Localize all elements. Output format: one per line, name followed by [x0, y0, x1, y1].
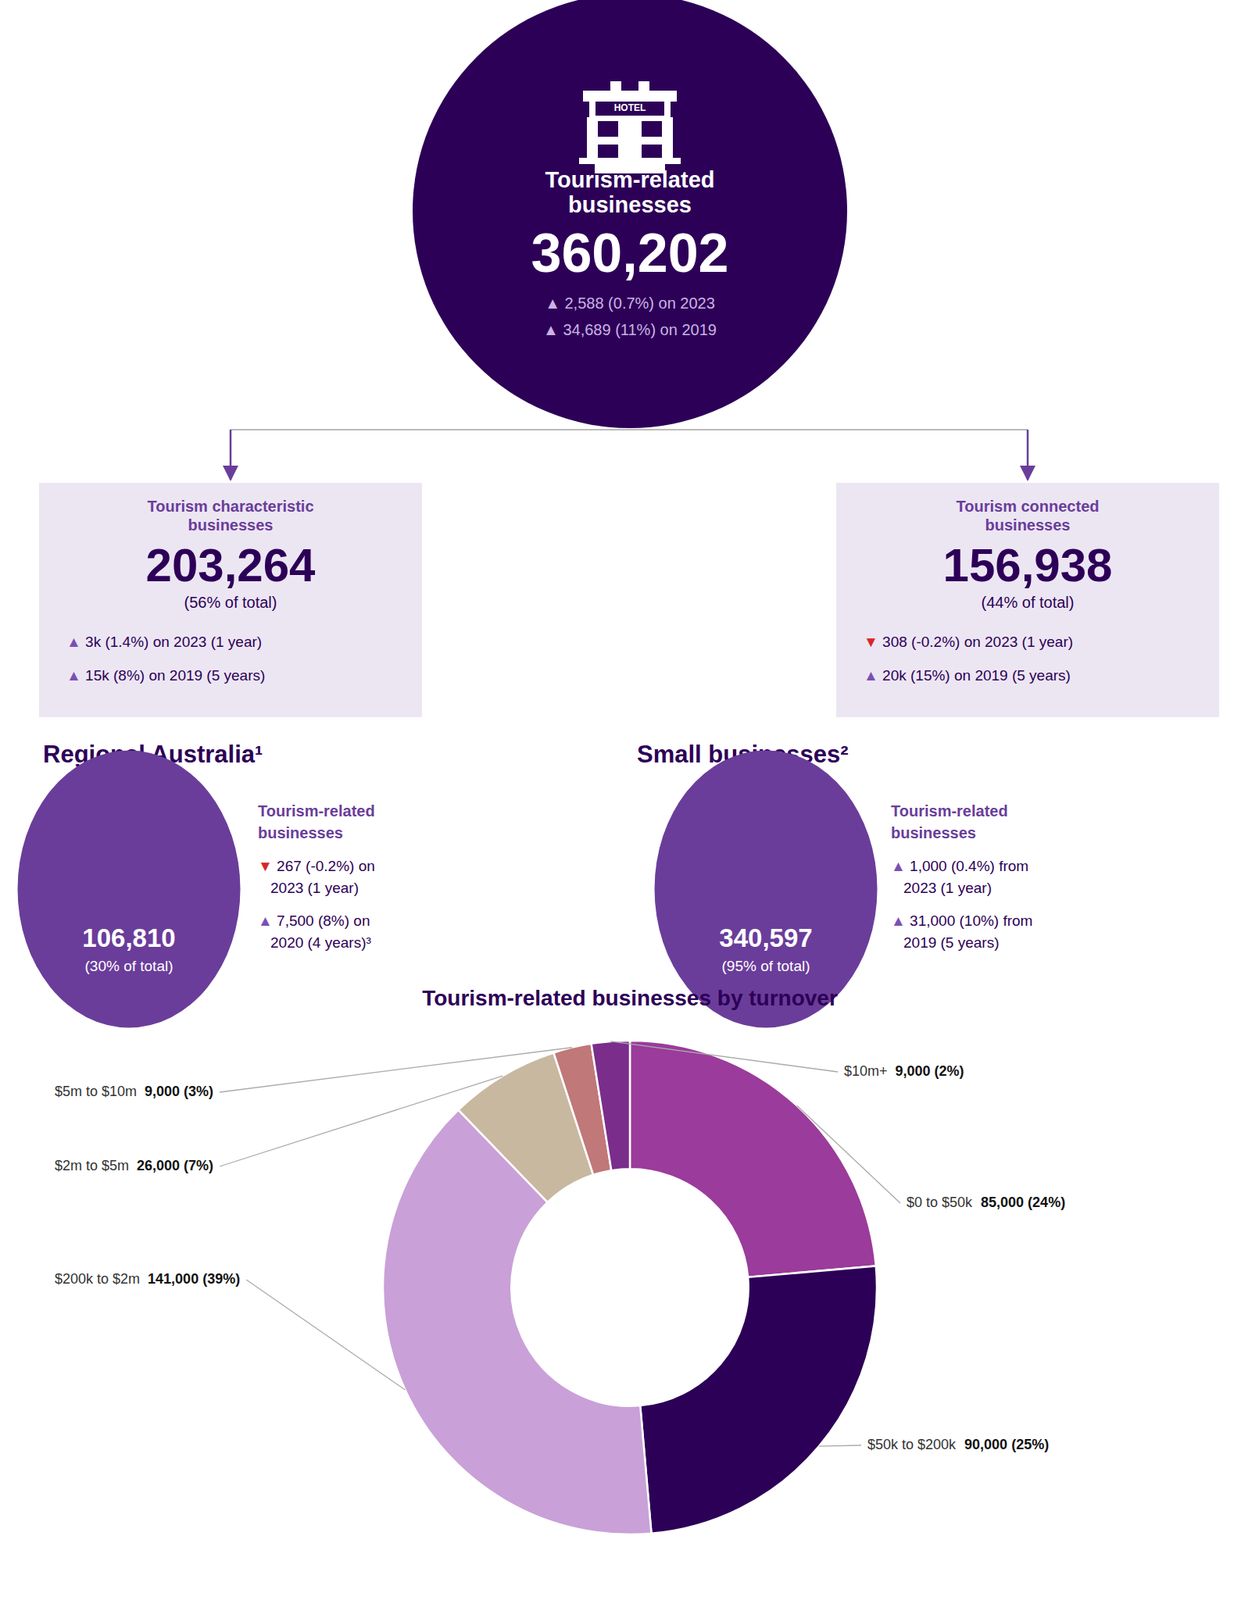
section-number: 340,597: [718, 923, 812, 953]
section-stat: 2023 (1 year): [270, 879, 359, 897]
pie-chart: Tourism-related businesses by turnover $0…: [54, 986, 1066, 1535]
section-label: Tourism-related: [890, 802, 1009, 820]
data-label: 85,000 (24%): [980, 1194, 1066, 1211]
leader-line: [219, 1076, 503, 1167]
slice-category: $2m to $5m: [54, 1158, 129, 1174]
slice-category: $200k to $2m: [54, 1271, 140, 1288]
icon-part: [597, 120, 619, 138]
icon-part: [595, 101, 665, 116]
leader-line: [610, 1041, 838, 1073]
sub-box: Tourism characteristicbusinesses 203,264(…: [39, 482, 423, 718]
section-stat: ▲ 1,000 (0.4%) from: [890, 858, 1029, 875]
section-stat: ▼ 267 (-0.2%) on: [257, 858, 376, 875]
icon-part: [579, 157, 681, 165]
box-title: Tourism connectedbusinesses: [956, 497, 1100, 534]
box-title: Tourism characteristicbusinesses: [146, 497, 314, 534]
slice: [629, 1040, 877, 1278]
connector-arrow: [1026, 429, 1030, 480]
icon-part: [610, 81, 622, 93]
section-share: (95% of total): [722, 958, 811, 975]
box-stat: ▲ 20k (15%) on 2019 (5 years): [863, 667, 1071, 684]
slice-category: $0 to $50k: [906, 1194, 973, 1211]
data-label: 9,000 (3%): [144, 1083, 214, 1100]
section-label: businesses: [890, 824, 977, 842]
summary-title: Tourism-related: [544, 167, 715, 193]
connector: [230, 429, 1028, 431]
leader-line: [246, 1280, 405, 1391]
icon-part: [640, 120, 663, 138]
box-stat: ▼ 308 (-0.2%) on 2023 (1 year): [863, 633, 1074, 651]
connectors: [230, 429, 1028, 480]
slice-category: $5m to $10m: [54, 1083, 137, 1100]
leader-line: [819, 1445, 862, 1447]
box-number: 156,938: [943, 539, 1113, 592]
box-share: (56% of total): [184, 593, 278, 612]
data-label: 90,000 (25%): [964, 1437, 1049, 1453]
icon-label: HOTEL: [614, 102, 647, 114]
summary-circle: HOTEL Tourism-relatedbusinesses 360,202 ▲ 2…: [412, 0, 848, 429]
infographic: HOTELTourism-relatedbusinesses360,202▲ 2…: [0, 0, 1259, 1600]
box-stat: ▲ 3k (1.4%) on 2023 (1 year): [66, 633, 262, 651]
section-stat: ▲ 7,500 (8%) on: [257, 912, 370, 930]
slices: [382, 1040, 877, 1535]
circle-bg: [412, 0, 848, 429]
summary-title: businesses: [568, 192, 692, 218]
section-label: Tourism-related: [257, 802, 376, 820]
section-label: businesses: [257, 824, 344, 842]
section: Small businesses²340,597(95% of total)To…: [636, 740, 1033, 1028]
sub-box: Tourism connectedbusinesses 156,938(44% o…: [836, 482, 1220, 718]
section-stat: 2020 (4 years)³: [270, 934, 372, 952]
section-share: (30% of total): [85, 958, 174, 975]
summary-stat: ▲ 34,689 (11%) on 2019: [543, 321, 717, 339]
connector-arrow: [229, 429, 233, 480]
box-bg: [39, 482, 423, 718]
data-label: 141,000 (39%): [147, 1271, 240, 1288]
data-label: 9,000 (2%): [895, 1063, 965, 1080]
data-label: 26,000 (7%): [136, 1158, 214, 1174]
box-share: (44% of total): [981, 593, 1075, 612]
leader-line: [219, 1047, 573, 1093]
chart-title: Tourism-related businesses by turnover: [422, 986, 838, 1011]
section-stat: 2023 (1 year): [903, 879, 992, 897]
section-stat: ▲ 31,000 (10%) from: [890, 912, 1033, 930]
slice-category: $10m+: [844, 1063, 888, 1080]
box-bg: [836, 482, 1220, 718]
box-number: 203,264: [146, 539, 317, 592]
slice-labels: $0 to $50k 85,000 (24%) $50k to $200k 90,00…: [54, 1041, 1066, 1453]
section-stat: 2019 (5 years): [903, 934, 1000, 952]
slice-category: $50k to $200k: [867, 1437, 957, 1453]
summary-stat: ▲ 2,588 (0.7%) on 2023: [544, 294, 716, 312]
summary-number: 360,202: [530, 222, 729, 284]
slice: [640, 1266, 877, 1534]
slice: [591, 1040, 630, 1171]
hotel-icon: HOTEL: [579, 81, 681, 174]
icon-part: [583, 90, 677, 102]
section-number: 106,810: [82, 923, 176, 953]
slice: [382, 1110, 652, 1535]
box-stat: ▲ 15k (8%) on 2019 (5 years): [66, 667, 265, 684]
section: Regional Australia¹106,810(30% of total)…: [17, 740, 376, 1028]
icon-part: [589, 100, 671, 118]
leader-line: [796, 1105, 901, 1204]
icon-part: [638, 81, 650, 93]
section-oval: [17, 751, 241, 1029]
